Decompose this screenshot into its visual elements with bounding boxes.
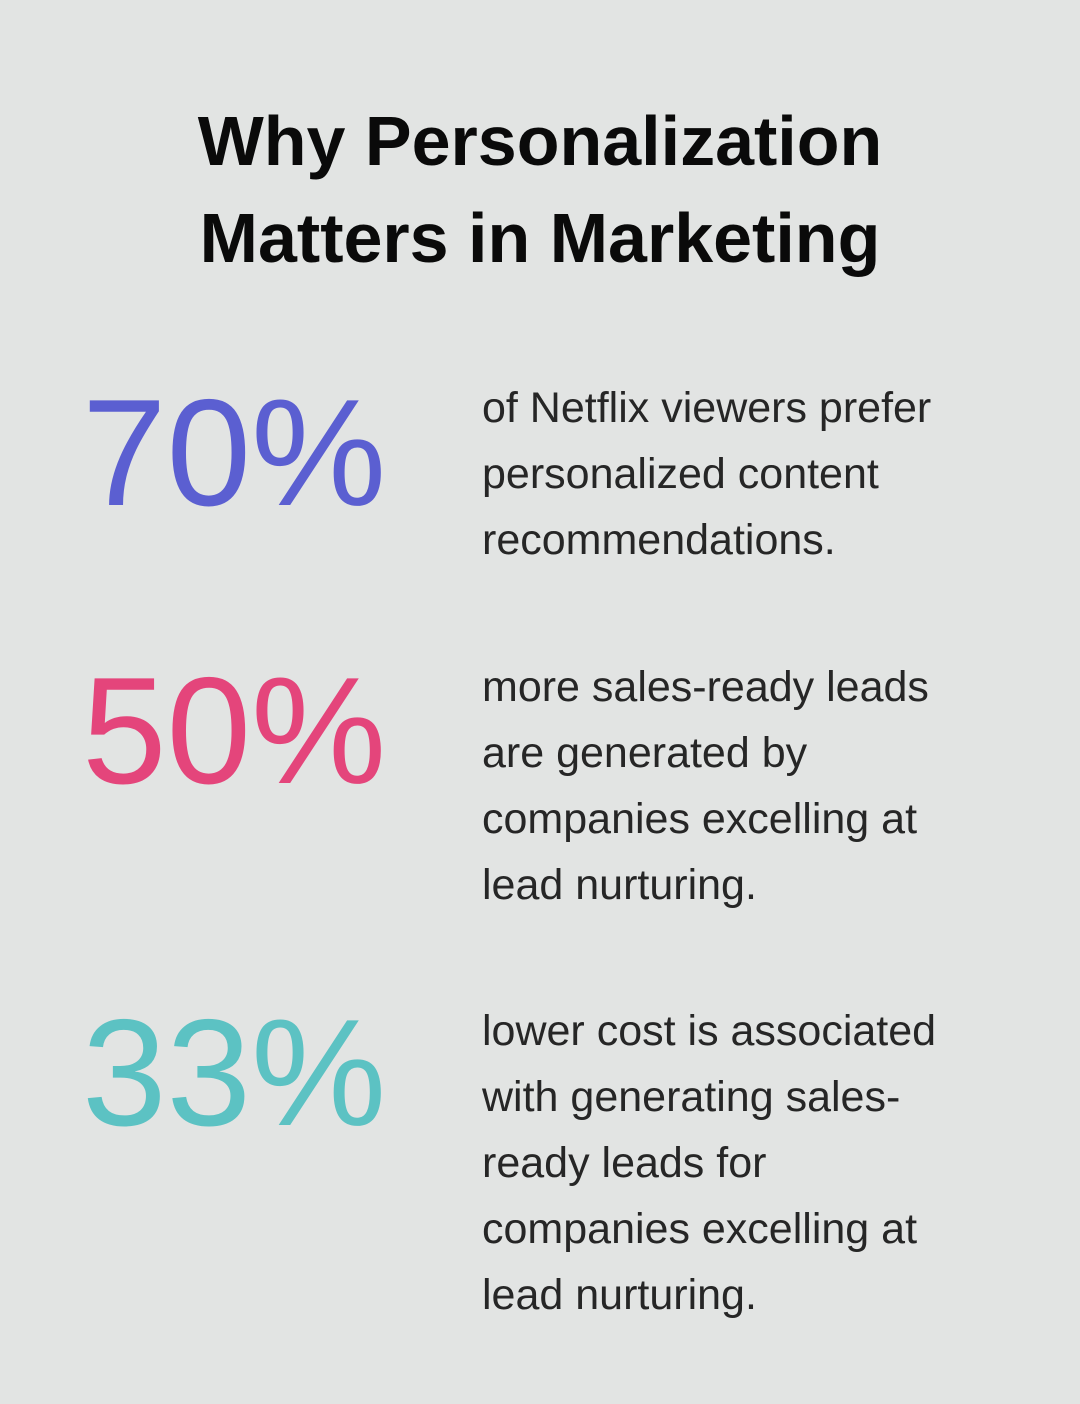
stat-value: 50% bbox=[82, 646, 386, 816]
stat-description: of Netflix viewers prefer bbox=[482, 384, 931, 432]
stat-description: companies excelling at bbox=[482, 1205, 917, 1253]
stat-description: companies excelling at bbox=[482, 795, 917, 843]
stat-description: are generated by bbox=[482, 729, 808, 777]
stat-description: lower cost is associated bbox=[482, 1007, 936, 1055]
stat-description: lead nurturing. bbox=[482, 861, 757, 909]
title-line: Matters in Marketing bbox=[200, 199, 881, 277]
stat-description: with generating sales- bbox=[481, 1073, 900, 1121]
stat-description: more sales-ready leads bbox=[482, 663, 929, 711]
stat-value: 70% bbox=[82, 368, 386, 538]
stat-description: personalized content bbox=[482, 450, 879, 498]
stat-description: recommendations. bbox=[482, 516, 836, 564]
stat-description: ready leads for bbox=[482, 1139, 766, 1187]
stat-description: lead nurturing. bbox=[482, 1271, 757, 1319]
title-line: Why Personalization bbox=[198, 102, 883, 180]
stat-value: 33% bbox=[82, 988, 386, 1158]
